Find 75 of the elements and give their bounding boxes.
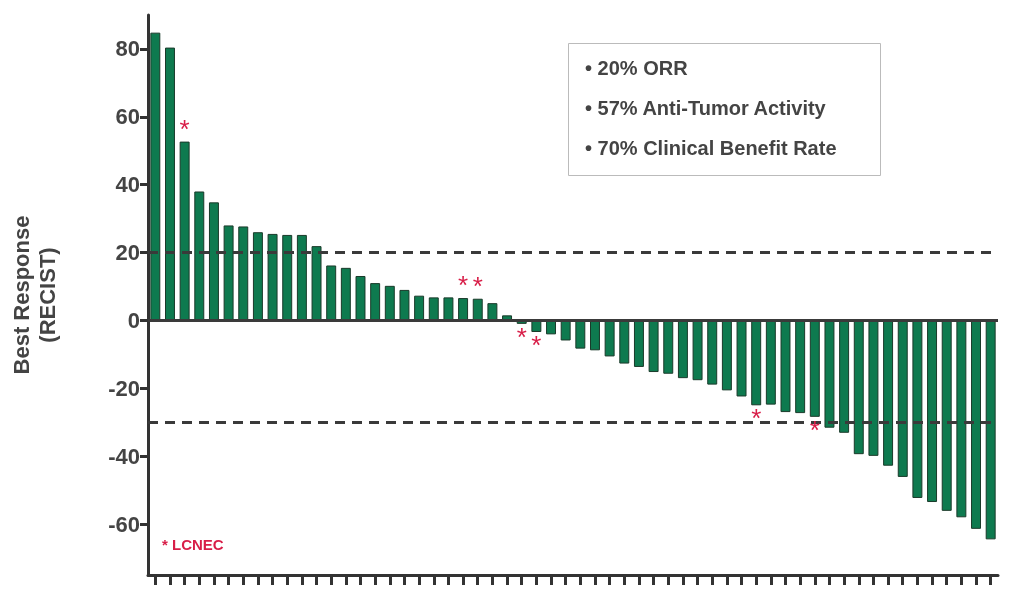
bar bbox=[824, 320, 835, 428]
bar bbox=[150, 32, 161, 321]
bar bbox=[765, 320, 776, 405]
bar bbox=[472, 298, 483, 321]
bar bbox=[721, 320, 732, 391]
bar bbox=[648, 320, 659, 373]
bar bbox=[619, 320, 630, 364]
bar bbox=[428, 297, 439, 321]
bar bbox=[663, 320, 674, 374]
bar bbox=[340, 267, 351, 321]
bar bbox=[839, 320, 850, 433]
bar bbox=[223, 225, 234, 321]
bar bbox=[927, 320, 938, 503]
bar bbox=[868, 320, 879, 456]
bar bbox=[179, 141, 190, 321]
bar bbox=[575, 320, 586, 349]
bar bbox=[985, 320, 996, 540]
y-tick-label: -20 bbox=[108, 375, 140, 401]
annotation: • 70% Clinical Benefit Rate bbox=[585, 137, 837, 159]
y-tick-label: -40 bbox=[108, 443, 140, 469]
bar bbox=[780, 320, 791, 413]
bar bbox=[165, 47, 175, 321]
bar bbox=[194, 191, 205, 321]
bar bbox=[912, 320, 923, 498]
bar bbox=[282, 234, 293, 321]
bar bbox=[370, 283, 381, 321]
bar bbox=[707, 320, 718, 385]
bar bbox=[677, 320, 688, 379]
annotation: * bbox=[809, 414, 820, 445]
bar bbox=[355, 275, 366, 321]
annotation: * bbox=[458, 270, 469, 301]
bar bbox=[883, 320, 894, 466]
bar bbox=[443, 297, 454, 321]
y-axis-title: Best Response (RECIST) bbox=[8, 215, 60, 375]
bar bbox=[897, 320, 908, 477]
bar bbox=[633, 320, 644, 367]
annotation: • 20% ORR bbox=[585, 57, 689, 79]
bar bbox=[736, 320, 747, 397]
bar bbox=[590, 320, 600, 351]
y-tick-label: 0 bbox=[127, 307, 140, 333]
bar bbox=[546, 320, 556, 335]
annotation: * LCNEC bbox=[162, 536, 224, 553]
bar bbox=[267, 233, 278, 321]
annotation: * bbox=[516, 321, 527, 352]
annotation: • 57% Anti-Tumor Activity bbox=[585, 97, 827, 119]
bar bbox=[399, 289, 410, 321]
bar bbox=[326, 265, 337, 321]
bar bbox=[971, 320, 981, 529]
bar bbox=[296, 234, 307, 321]
bar bbox=[384, 285, 395, 321]
annotation: * bbox=[472, 270, 483, 301]
bar bbox=[458, 298, 469, 321]
y-tick-label: -60 bbox=[108, 511, 140, 537]
y-tick-label: 60 bbox=[115, 104, 140, 130]
y-tick-label: 80 bbox=[115, 36, 140, 62]
bar bbox=[208, 202, 219, 321]
bar bbox=[414, 295, 425, 321]
bar bbox=[941, 320, 952, 511]
bar bbox=[853, 320, 864, 455]
bar bbox=[692, 320, 703, 381]
bar bbox=[560, 320, 571, 341]
annotation: * bbox=[531, 329, 542, 360]
bar bbox=[956, 320, 967, 518]
bar bbox=[252, 232, 263, 321]
annotation: * bbox=[751, 403, 762, 434]
bar bbox=[238, 226, 249, 321]
bar bbox=[487, 303, 498, 321]
bar bbox=[809, 320, 820, 417]
y-tick-label: 40 bbox=[115, 172, 140, 198]
bar bbox=[751, 320, 762, 406]
bar bbox=[795, 320, 806, 414]
bar bbox=[311, 246, 322, 321]
bar bbox=[604, 320, 615, 357]
y-tick-label: 20 bbox=[115, 240, 140, 266]
annotation: * bbox=[179, 113, 190, 144]
